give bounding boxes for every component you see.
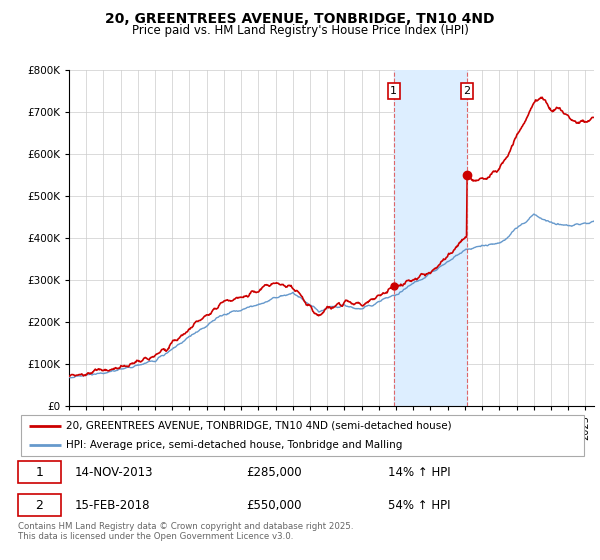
Text: 1: 1 (35, 465, 43, 479)
Text: 54% ↑ HPI: 54% ↑ HPI (389, 498, 451, 512)
Text: 2: 2 (463, 86, 470, 96)
Text: 20, GREENTREES AVENUE, TONBRIDGE, TN10 4ND (semi-detached house): 20, GREENTREES AVENUE, TONBRIDGE, TN10 4… (67, 421, 452, 431)
Text: Price paid vs. HM Land Registry's House Price Index (HPI): Price paid vs. HM Land Registry's House … (131, 24, 469, 37)
Text: 1: 1 (391, 86, 397, 96)
Text: 14-NOV-2013: 14-NOV-2013 (75, 465, 154, 479)
Text: 20, GREENTREES AVENUE, TONBRIDGE, TN10 4ND: 20, GREENTREES AVENUE, TONBRIDGE, TN10 4… (105, 12, 495, 26)
Text: 2: 2 (35, 498, 43, 512)
FancyBboxPatch shape (18, 494, 61, 516)
FancyBboxPatch shape (18, 461, 61, 483)
Bar (394, 70, 467, 406)
Text: 14% ↑ HPI: 14% ↑ HPI (389, 465, 451, 479)
Text: £550,000: £550,000 (246, 498, 302, 512)
Text: HPI: Average price, semi-detached house, Tonbridge and Malling: HPI: Average price, semi-detached house,… (67, 440, 403, 450)
Text: £285,000: £285,000 (246, 465, 302, 479)
Text: Contains HM Land Registry data © Crown copyright and database right 2025.
This d: Contains HM Land Registry data © Crown c… (18, 522, 353, 542)
FancyBboxPatch shape (21, 416, 584, 456)
Text: 15-FEB-2018: 15-FEB-2018 (75, 498, 151, 512)
